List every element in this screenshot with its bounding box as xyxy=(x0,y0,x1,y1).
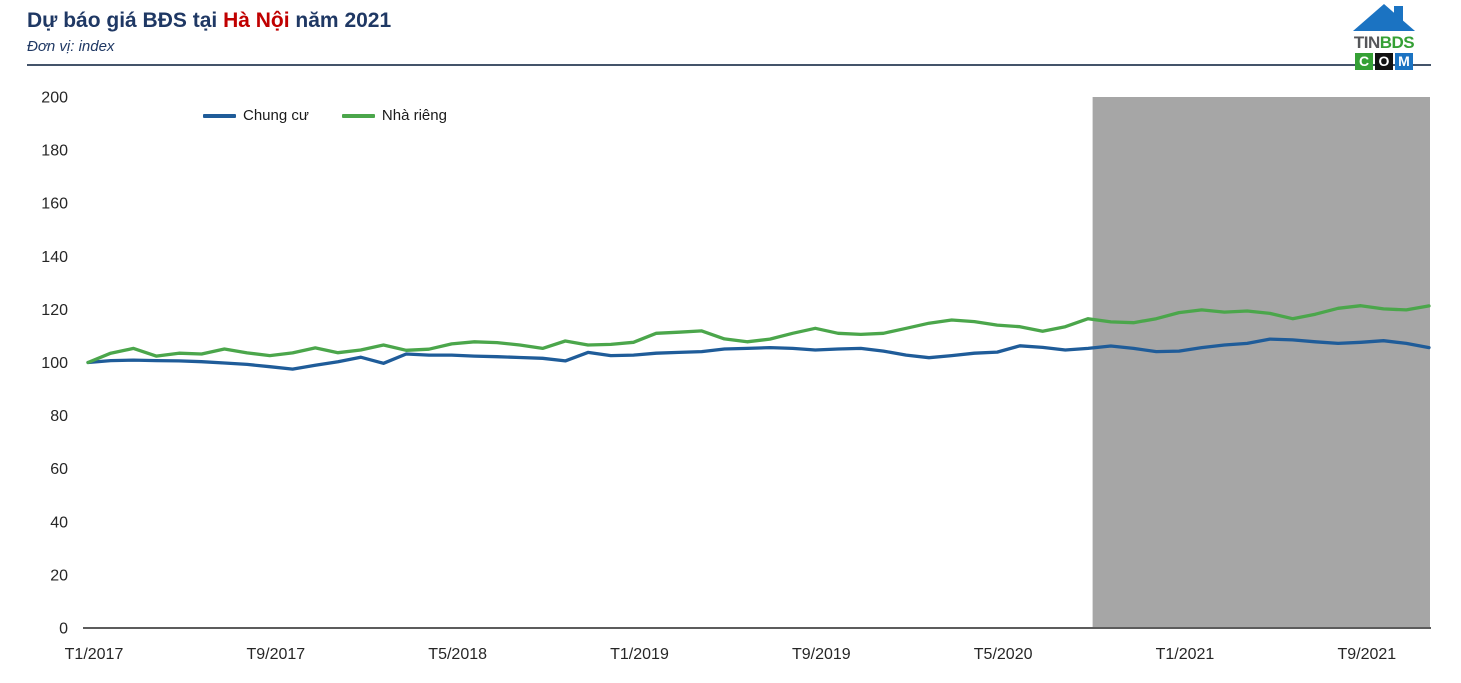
x-axis-tick: T1/2019 xyxy=(610,646,669,663)
unit-subtitle: Đơn vị: index xyxy=(27,38,115,55)
title-prefix: Dự báo giá BĐS tại xyxy=(27,9,224,32)
x-axis-tick: T9/2021 xyxy=(1337,646,1396,663)
logo-tile-c: C xyxy=(1355,53,1373,70)
legend-label-nha-rieng: Nhà riêng xyxy=(381,107,447,124)
legend-swatch-nha-rieng xyxy=(341,113,375,118)
x-axis-tick: T1/2021 xyxy=(1156,646,1215,663)
legend-label-chung-cu: Chung cư xyxy=(243,107,309,124)
title-suffix: năm 2021 xyxy=(289,9,392,32)
logo-tile-m: M xyxy=(1395,53,1413,70)
y-axis-tick: 100 xyxy=(41,355,68,372)
chart-legend: Chung cư Nhà riêng xyxy=(203,107,447,124)
y-axis-tick: 80 xyxy=(50,408,68,425)
y-axis-tick: 40 xyxy=(50,514,68,531)
series-line-nha-rieng xyxy=(86,304,1431,365)
logo-wordmark: TINBDS xyxy=(1348,34,1420,51)
series-line-chung-cu xyxy=(86,337,1431,371)
y-axis-tick: 160 xyxy=(41,196,68,213)
x-axis-tick: T9/2019 xyxy=(792,646,851,663)
title-highlight: Hà Nội xyxy=(223,9,290,32)
x-axis-tick: T5/2018 xyxy=(428,646,487,663)
logo-word-bds: BDS xyxy=(1379,33,1415,52)
legend-swatch-chung-cu xyxy=(203,113,236,118)
y-axis-tick: 0 xyxy=(59,621,68,638)
header-divider xyxy=(27,64,1431,66)
logo-tiles: C O M xyxy=(1348,53,1420,70)
y-axis-tick: 180 xyxy=(41,143,68,160)
legend-item-nha-rieng: Nhà riêng xyxy=(341,107,447,124)
y-axis-tick: 200 xyxy=(41,90,68,107)
y-axis-tick: 20 xyxy=(50,567,68,584)
x-axis-tick: T9/2017 xyxy=(246,646,305,663)
forecast-region xyxy=(1092,97,1430,627)
x-axis-tick: T5/2020 xyxy=(974,646,1033,663)
y-axis-tick: 120 xyxy=(41,302,68,319)
legend-item-chung-cu: Chung cư xyxy=(203,107,309,124)
y-axis-tick: 60 xyxy=(50,461,68,478)
x-axis-tick: T1/2017 xyxy=(65,646,124,663)
logo-word-tin: TIN xyxy=(1353,33,1380,52)
page-title: Dự báo giá BĐS tại Hà Nội năm 2021 xyxy=(27,9,391,33)
house-icon xyxy=(1353,4,1415,31)
tinbds-logo: TINBDS C O M xyxy=(1348,3,1420,70)
y-axis-tick: 140 xyxy=(41,249,68,266)
logo-tile-o: O xyxy=(1375,53,1393,70)
